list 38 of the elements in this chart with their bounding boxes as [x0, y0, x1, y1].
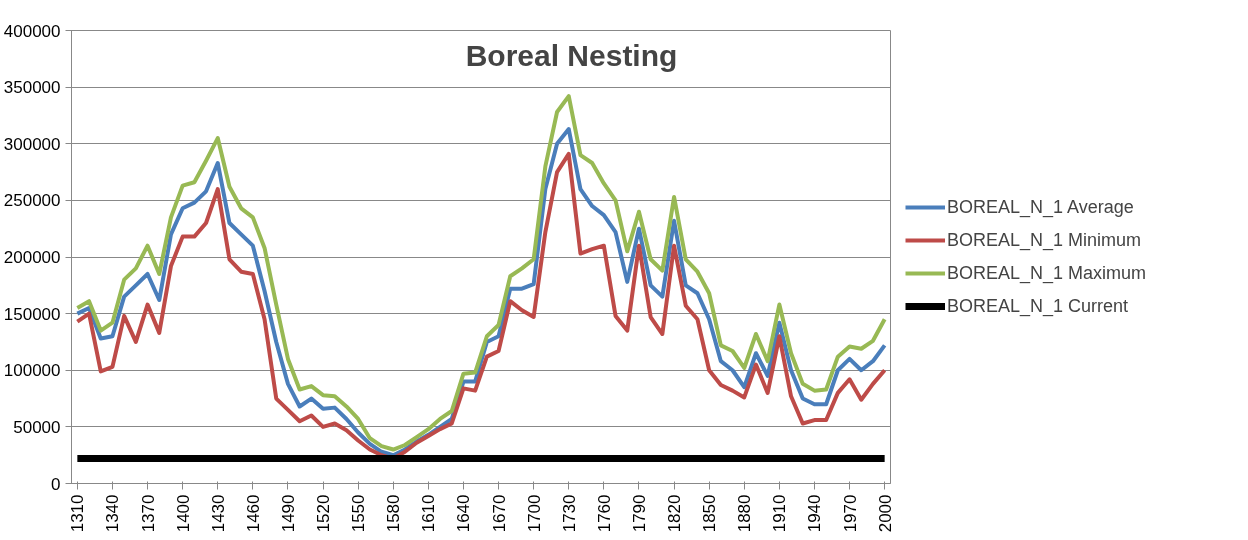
x-tick-label: 1370 [138, 494, 158, 533]
x-tick-label: 1520 [314, 494, 334, 533]
x-tick-label: 1910 [770, 494, 790, 533]
x-tick-label: 1640 [454, 494, 474, 533]
y-tick-label: 350000 [3, 78, 61, 98]
legend-label: BOREAL_N_1 Average [947, 196, 1134, 218]
legend-label: BOREAL_N_1 Minimum [947, 229, 1142, 251]
x-tick-label: 1340 [103, 494, 123, 533]
legend-label: BOREAL_N_1 Maximum [947, 262, 1147, 284]
chart-title: Boreal Nesting [465, 38, 678, 72]
y-tick-label: 250000 [3, 191, 61, 211]
x-tick-label: 1430 [208, 494, 228, 533]
x-tick-label: 1490 [278, 494, 298, 533]
x-tick-label: 1310 [68, 494, 88, 533]
x-tick-label: 1940 [805, 494, 825, 533]
x-tick-label: 1880 [735, 494, 755, 533]
y-tick-label: 0 [51, 474, 61, 494]
y-tick-label: 50000 [13, 417, 61, 437]
y-tick-label: 150000 [3, 304, 61, 324]
y-tick-label: 100000 [3, 361, 61, 381]
x-tick-label: 1460 [243, 494, 263, 533]
x-tick-label: 1400 [173, 494, 193, 533]
x-tick-label: 2000 [875, 494, 895, 533]
x-tick-label: 1760 [594, 494, 614, 533]
x-tick-label: 1580 [384, 494, 404, 533]
x-tick-label: 1850 [700, 494, 720, 533]
legend-label: BOREAL_N_1 Current [947, 295, 1129, 317]
y-tick-label: 300000 [3, 134, 61, 154]
x-tick-label: 1550 [349, 494, 369, 533]
x-tick-label: 1790 [629, 494, 649, 533]
x-tick-label: 1610 [419, 494, 439, 533]
y-tick-label: 200000 [3, 248, 61, 267]
x-tick-label: 1820 [665, 494, 685, 533]
y-tick-label: 400000 [3, 21, 61, 41]
x-tick-label: 1670 [489, 494, 509, 533]
x-tick-label: 1700 [524, 494, 544, 533]
x-tick-label: 1730 [559, 494, 579, 533]
x-tick-label: 1970 [840, 494, 860, 533]
